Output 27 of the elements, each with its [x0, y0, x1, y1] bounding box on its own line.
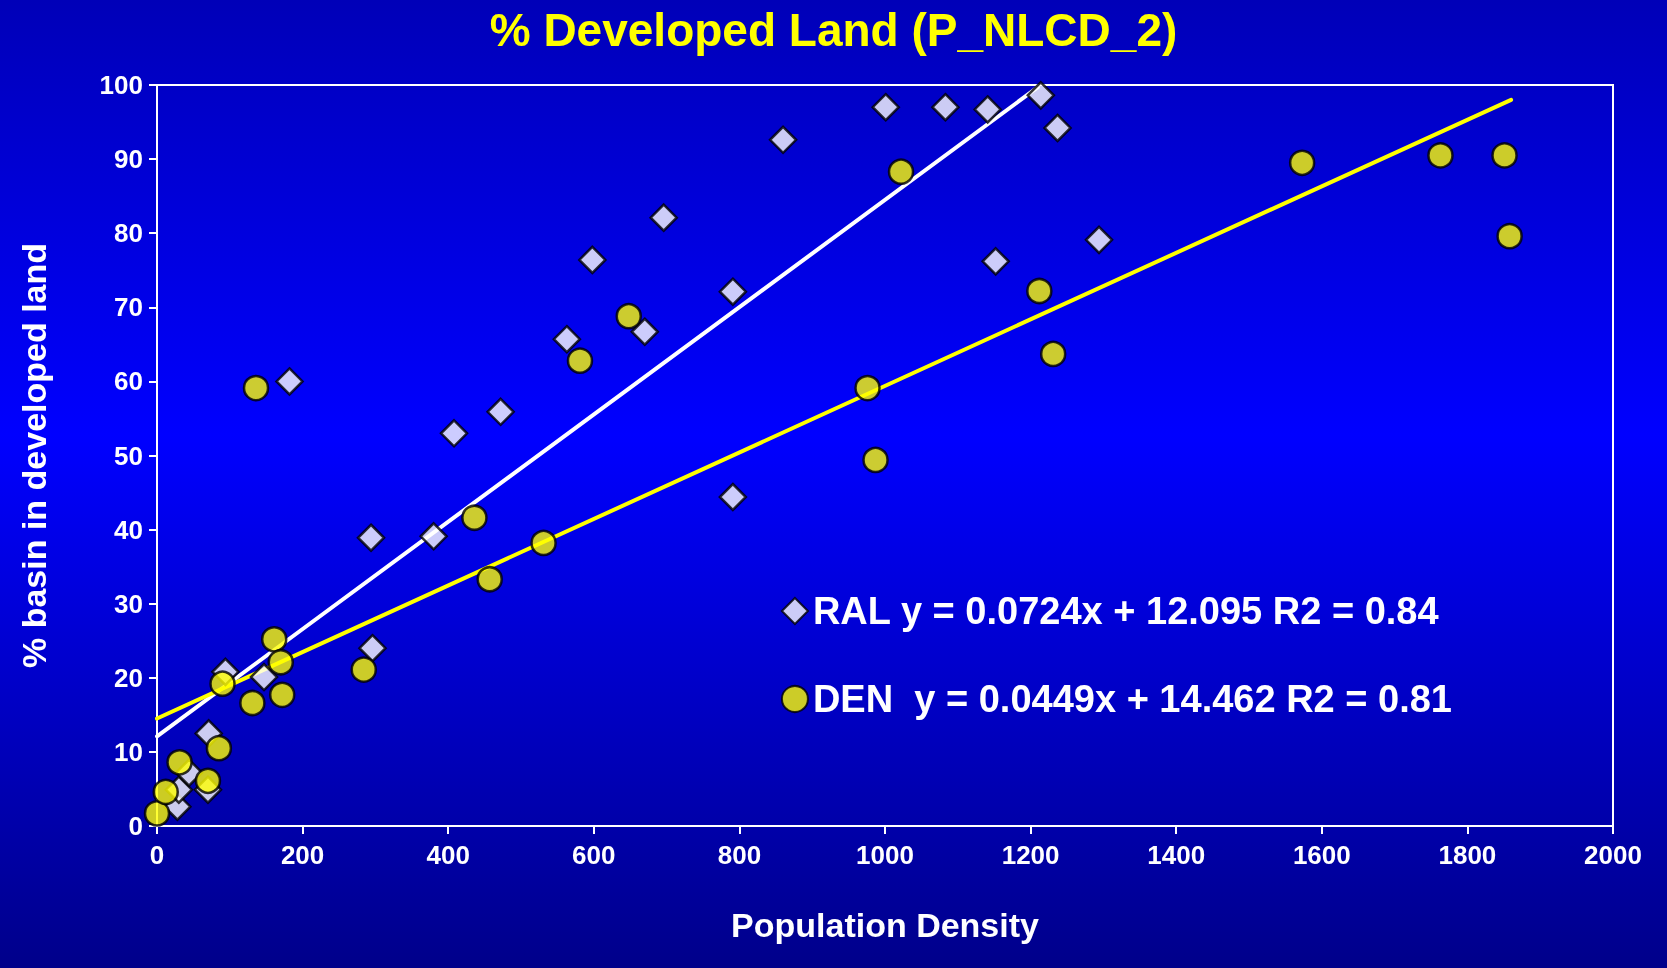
y-tick-label: 90: [114, 144, 143, 175]
x-tick-label: 600: [572, 840, 616, 870]
x-tick-label: 0: [149, 840, 165, 870]
y-tick-label: 80: [114, 218, 143, 249]
x-axis-title: Population Density: [731, 906, 1040, 944]
y-tick-label: 50: [114, 440, 143, 471]
y-tick-label: 70: [114, 292, 143, 323]
y-tick-label: 100: [99, 70, 143, 100]
x-tick-label: 1400: [1147, 840, 1206, 870]
legend-label: RAL y = 0.0724x + 12.095 R2 = 0.84: [812, 590, 1439, 632]
x-tick-label: 800: [717, 840, 762, 870]
x-tick-label: 200: [280, 840, 325, 870]
x-tick-label: 400: [426, 840, 470, 870]
x-tick-label: 2000: [1584, 840, 1642, 870]
y-tick-label: 20: [114, 662, 143, 693]
chart-title: % Developed Land (P_NLCD_2): [489, 4, 1178, 56]
y-tick-label: 40: [114, 514, 143, 545]
legend-label: DEN y = 0.0449x + 14.462 R2 = 0.81: [812, 678, 1453, 720]
y-tick-label: 0: [128, 811, 143, 841]
y-axis-title: % basin in developed land: [15, 242, 53, 669]
y-tick-label: 30: [114, 588, 143, 619]
y-tick-label: 10: [114, 736, 143, 767]
x-tick-label: 1800: [1438, 840, 1497, 870]
x-tick-label: 1200: [1001, 840, 1060, 870]
x-tick-label: 1600: [1292, 840, 1351, 870]
x-tick-label: 1000: [856, 840, 914, 870]
y-tick-label: 60: [114, 366, 143, 397]
